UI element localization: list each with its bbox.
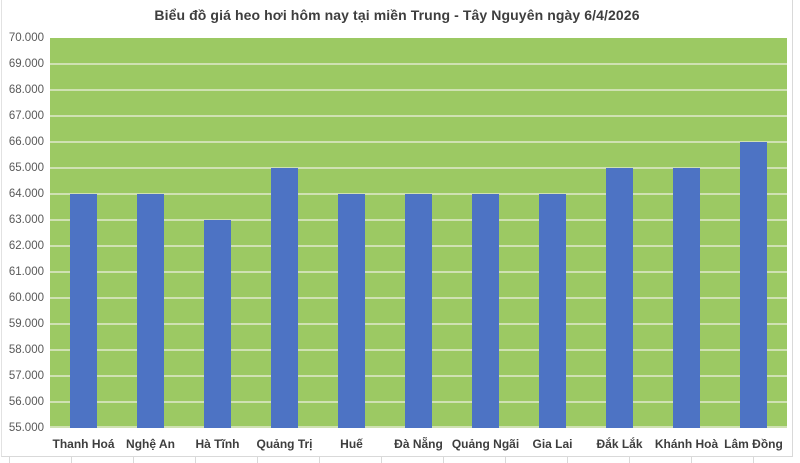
bar-Thanh Hoá (70, 194, 97, 428)
y-tick-label: 56.000 (8, 396, 44, 408)
gridline (50, 141, 787, 143)
x-category-label: Quảng Trị (256, 437, 313, 451)
plot-area (50, 38, 787, 428)
x-category-label: Đắk Lắk (596, 437, 643, 451)
x-category-label: Hà Tĩnh (195, 437, 240, 451)
bar-Lâm Đồng (740, 142, 767, 428)
bar-Quảng Trị (271, 168, 298, 428)
y-tick-label: 68.000 (8, 84, 44, 96)
gridline (50, 63, 787, 65)
x-category-label: Lâm Đồng (724, 437, 783, 451)
x-category-label: Quảng Ngãi (451, 437, 520, 451)
x-category-label: Huế (340, 437, 363, 451)
y-tick-label: 61.000 (8, 266, 44, 278)
bar-Hà Tĩnh (204, 220, 231, 428)
y-tick-label: 65.000 (8, 162, 44, 174)
x-category-label: Khánh Hoà (654, 437, 719, 451)
bar-Quảng Ngãi (472, 194, 499, 428)
y-tick-label: 66.000 (8, 136, 44, 148)
gridline (50, 89, 787, 91)
y-tick-label: 70.000 (8, 32, 44, 44)
chart-title: Biểu đồ giá heo hơi hôm nay tại miền Tru… (154, 7, 640, 23)
bar-Khánh Hoà (673, 168, 700, 428)
bar-Đà Nẵng (405, 194, 432, 428)
x-category-label: Nghệ An (126, 437, 175, 451)
y-tick-label: 64.000 (8, 188, 44, 200)
x-category-label: Thanh Hoá (52, 437, 115, 451)
y-tick-label: 55.000 (8, 422, 44, 434)
worksheet-gridlines-strip (0, 457, 800, 463)
y-tick-label: 67.000 (8, 110, 44, 122)
y-tick-label: 63.000 (8, 214, 44, 226)
chart-area: Biểu đồ giá heo hơi hôm nay tại miền Tru… (1, 0, 793, 457)
y-tick-label: 59.000 (8, 318, 44, 330)
y-tick-label: 60.000 (8, 292, 44, 304)
bar-Nghệ An (137, 194, 164, 428)
y-tick-label: 57.000 (8, 370, 44, 382)
bar-Đắk Lắk (606, 168, 633, 428)
x-category-label: Đà Nẵng (394, 437, 443, 451)
bar-Huế (338, 194, 365, 428)
y-tick-label: 62.000 (8, 240, 44, 252)
gridline (50, 115, 787, 117)
y-tick-label: 69.000 (8, 58, 44, 70)
x-category-label: Gia Lai (532, 437, 573, 451)
gridline (50, 167, 787, 169)
y-tick-label: 58.000 (8, 344, 44, 356)
bar-Gia Lai (539, 194, 566, 428)
